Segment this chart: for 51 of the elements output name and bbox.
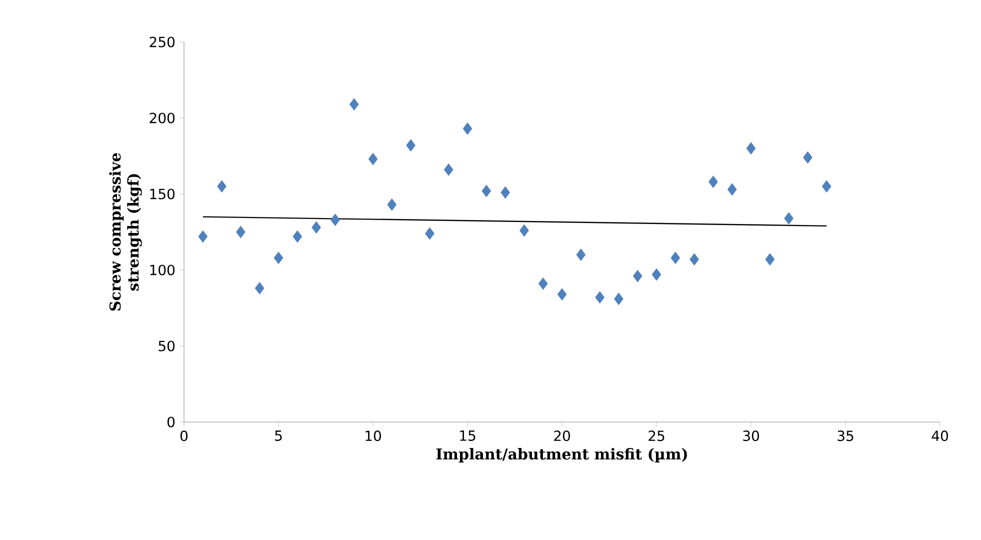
point [444, 163, 454, 176]
point [292, 230, 302, 243]
point [765, 253, 775, 266]
point [368, 152, 378, 166]
x-tick-label: 25 [648, 430, 664, 442]
y-tick-label: 0 [167, 416, 175, 428]
x-tick-label: 40 [932, 430, 948, 442]
point [349, 98, 359, 111]
point [425, 227, 434, 240]
point [576, 248, 586, 261]
point [803, 151, 812, 164]
x-tick-label: 20 [554, 430, 570, 442]
point [462, 122, 472, 135]
y-tick-label: 50 [158, 340, 175, 352]
point [500, 186, 510, 199]
point [632, 270, 642, 282]
point [822, 180, 832, 193]
y-axis-title: Screw compressive strength (kgf) [109, 153, 142, 311]
point [236, 226, 246, 238]
point [330, 214, 340, 226]
y-tick-label: 200 [150, 112, 175, 124]
point [614, 292, 624, 306]
point [482, 184, 492, 198]
point [595, 291, 605, 304]
y-tick-label: 150 [150, 188, 175, 200]
point [727, 183, 737, 196]
point [557, 288, 567, 301]
point [274, 252, 284, 264]
x-tick-label: 30 [743, 430, 759, 442]
point [690, 253, 700, 266]
x-tick-label: 35 [838, 430, 854, 442]
point [254, 282, 264, 294]
x-tick-label: 0 [180, 430, 188, 442]
x-tick-label: 15 [460, 430, 476, 441]
point [217, 180, 226, 193]
point [670, 252, 680, 264]
point [312, 221, 321, 234]
point [784, 212, 794, 225]
point [198, 230, 208, 243]
point [652, 268, 662, 281]
point [538, 277, 548, 290]
point [520, 224, 529, 237]
y-tick-label: 250 [150, 36, 175, 48]
point [406, 139, 416, 152]
y-tick-label: 100 [150, 264, 175, 276]
x-tick-label: 10 [366, 430, 381, 442]
x-tick-label: 5 [275, 430, 282, 441]
point [746, 142, 756, 155]
point [708, 176, 718, 188]
point [387, 198, 397, 211]
x-axis-title: Implant/abutment misfit (µm) [436, 448, 687, 463]
